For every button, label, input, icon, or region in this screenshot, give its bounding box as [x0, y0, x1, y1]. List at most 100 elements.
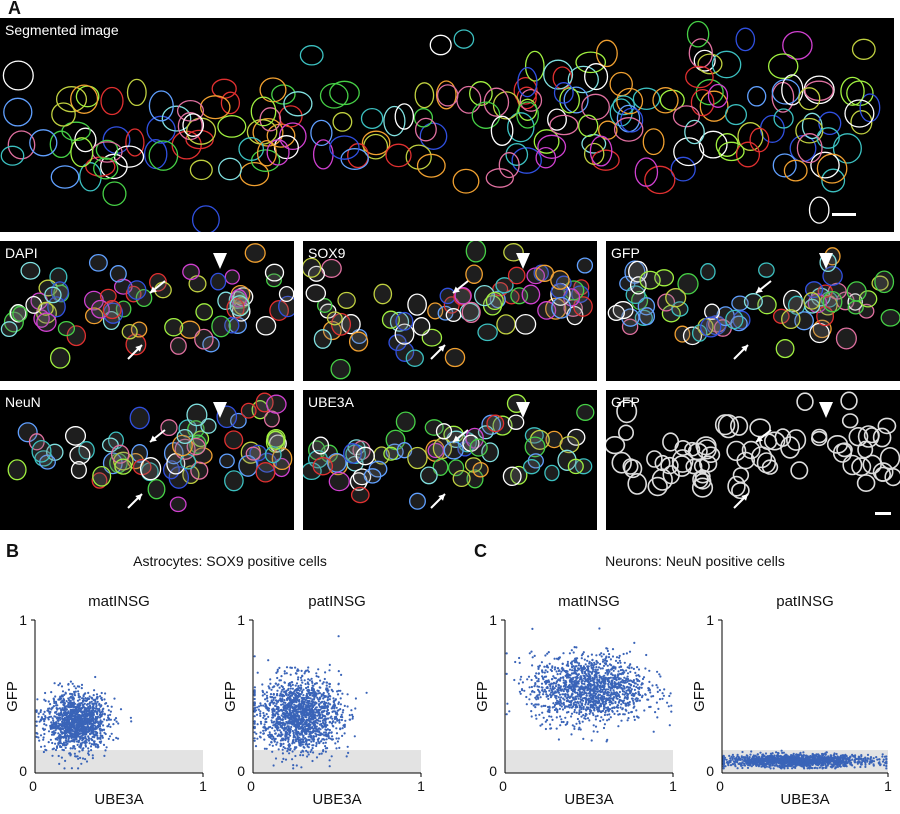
data-point	[52, 748, 54, 750]
data-point	[334, 716, 336, 718]
data-point	[80, 732, 82, 734]
data-point	[581, 672, 583, 674]
data-point	[354, 735, 356, 737]
data-point	[293, 732, 295, 734]
data-point	[563, 703, 565, 705]
data-point	[342, 711, 344, 713]
data-point	[300, 693, 302, 695]
data-point	[71, 726, 73, 728]
data-point	[264, 726, 266, 728]
data-point	[618, 702, 620, 704]
data-point	[282, 686, 284, 688]
data-point	[325, 742, 327, 744]
arrowhead-marker-icon	[819, 402, 833, 418]
y-axis-label: GFP	[4, 681, 21, 712]
data-point	[342, 709, 344, 711]
cell-outline	[406, 350, 423, 366]
data-point	[608, 710, 610, 712]
data-point	[254, 701, 256, 703]
data-point	[305, 728, 307, 730]
data-point	[316, 719, 318, 721]
data-point	[67, 723, 69, 725]
data-point	[296, 734, 298, 736]
cell-outline	[466, 241, 485, 262]
cell-outline	[71, 138, 93, 167]
data-point	[613, 706, 615, 708]
data-point	[280, 675, 282, 677]
data-point	[575, 686, 577, 688]
data-point	[274, 730, 276, 732]
tile-gfp: GFP	[606, 241, 900, 381]
data-point	[84, 703, 86, 705]
data-point	[633, 705, 635, 707]
data-point	[653, 731, 655, 733]
data-point	[77, 755, 79, 757]
data-point	[608, 692, 610, 694]
data-point	[70, 713, 72, 715]
data-point	[629, 651, 631, 653]
data-point	[302, 754, 304, 756]
data-point	[340, 703, 342, 705]
data-point	[338, 690, 340, 692]
data-point	[275, 757, 277, 759]
data-point	[351, 714, 353, 716]
data-point	[292, 730, 294, 732]
data-point	[559, 724, 561, 726]
data-point	[336, 718, 338, 720]
data-point	[586, 660, 588, 662]
data-point	[626, 652, 628, 654]
data-point	[324, 723, 326, 725]
data-point	[315, 745, 317, 747]
data-point	[281, 733, 283, 735]
x-tick-label: 1	[199, 778, 207, 794]
data-point	[87, 719, 89, 721]
data-point	[43, 751, 45, 753]
data-point	[625, 710, 627, 712]
cell-outline	[187, 404, 207, 425]
data-point	[278, 716, 280, 718]
data-point	[71, 693, 73, 695]
data-point	[541, 705, 543, 707]
data-point	[86, 704, 88, 706]
data-point	[292, 684, 294, 686]
cell-outline	[300, 46, 323, 65]
data-point	[323, 701, 325, 703]
data-point	[308, 743, 310, 745]
data-point	[624, 662, 626, 664]
data-point	[269, 702, 271, 704]
data-point	[318, 753, 320, 755]
data-point	[72, 719, 74, 721]
data-point	[63, 707, 65, 709]
data-point	[95, 743, 97, 745]
data-point	[289, 730, 291, 732]
data-point	[92, 757, 94, 759]
data-point	[590, 664, 592, 666]
data-point	[566, 711, 568, 713]
data-point	[580, 696, 582, 698]
data-point	[506, 673, 508, 675]
data-point	[334, 710, 336, 712]
data-point	[556, 716, 558, 718]
data-point	[267, 734, 269, 736]
cell-outline	[252, 150, 280, 171]
cell-outline	[247, 120, 276, 144]
data-point	[670, 705, 672, 707]
data-point	[256, 738, 258, 740]
data-point	[99, 741, 101, 743]
data-point	[612, 674, 614, 676]
data-point	[270, 741, 272, 743]
data-point	[308, 710, 310, 712]
data-point	[274, 724, 276, 726]
cell-outline	[444, 442, 463, 459]
data-point	[94, 676, 96, 678]
data-point	[266, 713, 268, 715]
data-point	[327, 705, 329, 707]
data-point	[299, 754, 301, 756]
data-point	[314, 683, 316, 685]
cell-outline	[57, 87, 87, 112]
data-point	[283, 701, 285, 703]
cell-outline	[221, 92, 239, 113]
data-point	[610, 716, 612, 718]
data-point	[306, 696, 308, 698]
